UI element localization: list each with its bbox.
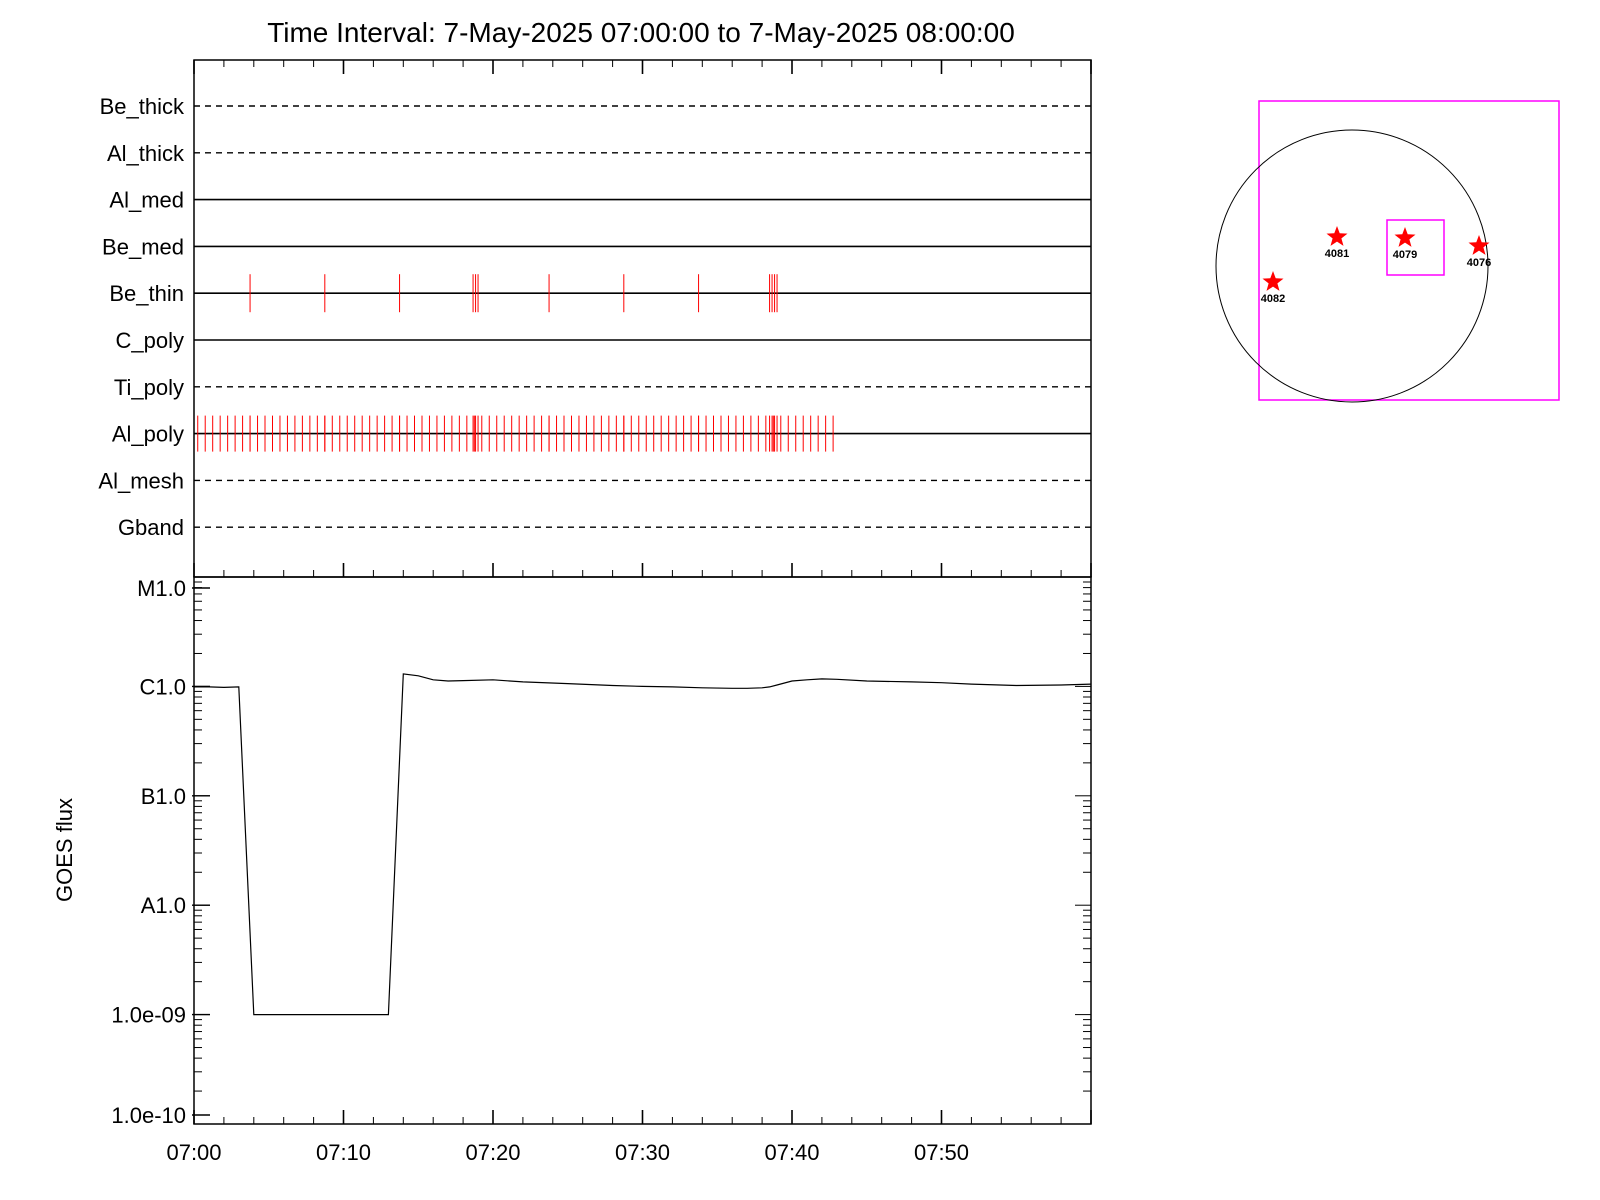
active-regions: 4082 4081 4079 4076 [1261, 226, 1491, 305]
channel-al_mesh: Al_mesh [98, 468, 1091, 493]
y-tick-label: A1.0 [141, 893, 186, 918]
x-tick-label: 07:50 [914, 1140, 969, 1165]
channel-label: Al_med [109, 188, 184, 213]
goes-flux-line [194, 673, 1092, 1016]
star-icon [1262, 271, 1284, 291]
channel-label: Be_thin [109, 281, 184, 306]
target-region-box [1386, 219, 1445, 276]
region-4076: 4076 [1467, 235, 1491, 269]
x-tick-label: 07:10 [316, 1140, 371, 1165]
y-tick-label: 1.0e-10 [111, 1103, 186, 1128]
channel-be_thin: Be_thin [109, 274, 1091, 313]
y-tick-label: 1.0e-09 [111, 1003, 186, 1028]
y-axis-label: GOES flux [52, 798, 77, 902]
channel-label: Ti_poly [114, 375, 184, 400]
channel-label: Gband [118, 515, 184, 540]
channel-ti_poly: Ti_poly [114, 375, 1091, 400]
channel-label: Al_thick [107, 141, 185, 166]
channel-label: Al_poly [112, 422, 184, 447]
region-4082: 4082 [1261, 271, 1285, 305]
channel-al_thick: Al_thick [107, 141, 1091, 166]
channel-al_med: Al_med [109, 188, 1091, 213]
goes-panel-frame [193, 576, 1092, 1125]
x-tick-label: 07:40 [764, 1140, 819, 1165]
solar-disk-map: 4082 4081 4079 4076 [1215, 100, 1560, 403]
channel-label: Be_med [102, 234, 184, 259]
channel-be_med: Be_med [102, 234, 1091, 259]
field-of-view-box [1258, 100, 1560, 401]
star-icon [1326, 226, 1348, 246]
region-label: 4079 [1393, 249, 1417, 261]
region-label: 4082 [1261, 293, 1285, 305]
y-tick-label: C1.0 [140, 674, 186, 699]
filter-panel-ticks [193, 60, 1092, 577]
region-label: 4081 [1325, 248, 1349, 260]
channel-be_thick: Be_thick [100, 94, 1091, 119]
region-label: 4076 [1467, 257, 1491, 269]
channel-al_poly: Al_poly [112, 415, 1091, 452]
filter-channels: Be_thick Al_thick Al_med Be_med Be_thin C_pol… [98, 94, 1091, 540]
star-icon [1468, 235, 1490, 255]
chart-title: Time Interval: 7-May-2025 07:00:00 to 7-… [267, 17, 1015, 48]
channel-label: Al_mesh [98, 468, 184, 493]
region-4079: 4079 [1393, 227, 1417, 261]
region-4081: 4081 [1325, 226, 1349, 260]
solar-disk [1215, 129, 1489, 403]
x-tick-label: 07:20 [465, 1140, 520, 1165]
filter-timeline-panel: Be_thick Al_thick Al_med Be_med Be_thin C_pol… [98, 59, 1092, 578]
star-icon [1394, 227, 1416, 247]
channel-gband: Gband [118, 515, 1091, 540]
x-tick-label: 07:30 [615, 1140, 670, 1165]
goes-flux-panel: GOES flux 1.0e-10 1.0e-09 A1.0 B1.0 C1.0 M1.0… [52, 576, 1092, 1165]
y-tick-label: B1.0 [141, 784, 186, 809]
channel-label: C_poly [116, 328, 184, 353]
channel-c_poly: C_poly [116, 328, 1091, 353]
channel-label: Be_thick [100, 94, 185, 119]
filter-panel-frame [193, 59, 1092, 578]
x-tick-label: 07:00 [166, 1140, 221, 1165]
y-tick-label: M1.0 [137, 576, 186, 601]
goes-axis-ticks: 1.0e-10 1.0e-09 A1.0 B1.0 C1.0 M1.0 07:00 07:10… [111, 576, 1092, 1165]
